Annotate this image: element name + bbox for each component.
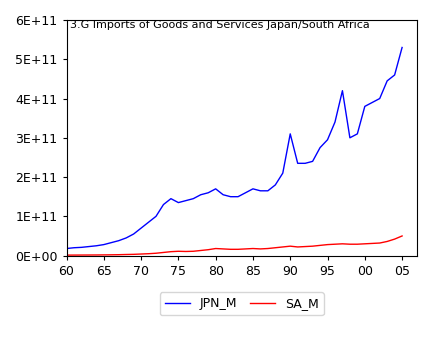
SA_M	[228, 247, 233, 251]
JPN_M	[139, 226, 144, 230]
SA_M	[220, 247, 226, 251]
JPN_M	[146, 220, 151, 224]
SA_M	[265, 246, 270, 251]
JPN_M	[183, 198, 188, 203]
SA_M	[79, 253, 84, 257]
JPN_M	[79, 245, 84, 250]
SA_M	[94, 253, 99, 257]
JPN_M	[302, 161, 308, 165]
Line: JPN_M: JPN_M	[67, 47, 402, 248]
JPN_M	[362, 104, 367, 109]
JPN_M	[206, 191, 211, 195]
SA_M	[384, 239, 390, 243]
JPN_M	[101, 242, 106, 247]
JPN_M	[86, 245, 92, 249]
SA_M	[183, 249, 188, 253]
JPN_M	[400, 45, 405, 50]
Legend: JPN_M, SA_M: JPN_M, SA_M	[160, 292, 324, 316]
JPN_M	[295, 161, 300, 165]
JPN_M	[116, 238, 121, 243]
SA_M	[131, 252, 136, 256]
SA_M	[392, 237, 397, 241]
JPN_M	[191, 196, 196, 201]
SA_M	[288, 244, 293, 248]
SA_M	[302, 245, 308, 249]
JPN_M	[168, 196, 174, 201]
JPN_M	[310, 159, 315, 164]
SA_M	[206, 247, 211, 252]
JPN_M	[325, 137, 330, 142]
JPN_M	[124, 236, 129, 240]
SA_M	[362, 242, 367, 246]
JPN_M	[235, 195, 241, 199]
JPN_M	[332, 120, 337, 124]
JPN_M	[355, 132, 360, 136]
SA_M	[124, 252, 129, 257]
SA_M	[235, 247, 241, 251]
JPN_M	[161, 202, 166, 207]
SA_M	[340, 242, 345, 246]
SA_M	[273, 246, 278, 250]
SA_M	[146, 252, 151, 256]
SA_M	[64, 253, 69, 257]
JPN_M	[220, 192, 226, 197]
JPN_M	[228, 195, 233, 199]
JPN_M	[392, 73, 397, 77]
SA_M	[318, 243, 323, 247]
SA_M	[198, 248, 203, 253]
SA_M	[243, 247, 248, 251]
JPN_M	[265, 188, 270, 193]
SA_M	[153, 251, 159, 255]
JPN_M	[288, 132, 293, 136]
SA_M	[139, 252, 144, 256]
JPN_M	[377, 96, 382, 101]
SA_M	[86, 253, 92, 257]
SA_M	[310, 244, 315, 248]
SA_M	[251, 246, 256, 251]
JPN_M	[131, 232, 136, 236]
SA_M	[109, 253, 114, 257]
JPN_M	[94, 243, 99, 248]
SA_M	[325, 242, 330, 247]
JPN_M	[153, 214, 159, 218]
SA_M	[161, 250, 166, 255]
Line: SA_M: SA_M	[67, 236, 402, 255]
JPN_M	[64, 246, 69, 251]
SA_M	[168, 250, 174, 254]
SA_M	[280, 245, 286, 249]
JPN_M	[384, 79, 390, 83]
JPN_M	[213, 187, 218, 191]
JPN_M	[71, 246, 76, 250]
SA_M	[355, 242, 360, 246]
JPN_M	[243, 191, 248, 195]
SA_M	[71, 253, 76, 257]
Text: 3.G Imports of Goods and Services Japan/South Africa: 3.G Imports of Goods and Services Japan/…	[70, 20, 370, 30]
JPN_M	[340, 89, 345, 93]
SA_M	[101, 253, 106, 257]
JPN_M	[258, 188, 263, 193]
JPN_M	[318, 145, 323, 150]
SA_M	[377, 241, 382, 245]
SA_M	[116, 252, 121, 257]
SA_M	[370, 241, 375, 246]
SA_M	[332, 242, 337, 246]
SA_M	[191, 249, 196, 253]
SA_M	[295, 245, 300, 249]
JPN_M	[273, 183, 278, 187]
JPN_M	[198, 192, 203, 197]
JPN_M	[370, 100, 375, 105]
SA_M	[400, 234, 405, 238]
JPN_M	[280, 171, 286, 175]
JPN_M	[176, 200, 181, 205]
SA_M	[347, 242, 353, 246]
JPN_M	[251, 187, 256, 191]
JPN_M	[109, 241, 114, 245]
SA_M	[213, 246, 218, 251]
SA_M	[176, 249, 181, 253]
JPN_M	[347, 136, 353, 140]
SA_M	[258, 247, 263, 251]
